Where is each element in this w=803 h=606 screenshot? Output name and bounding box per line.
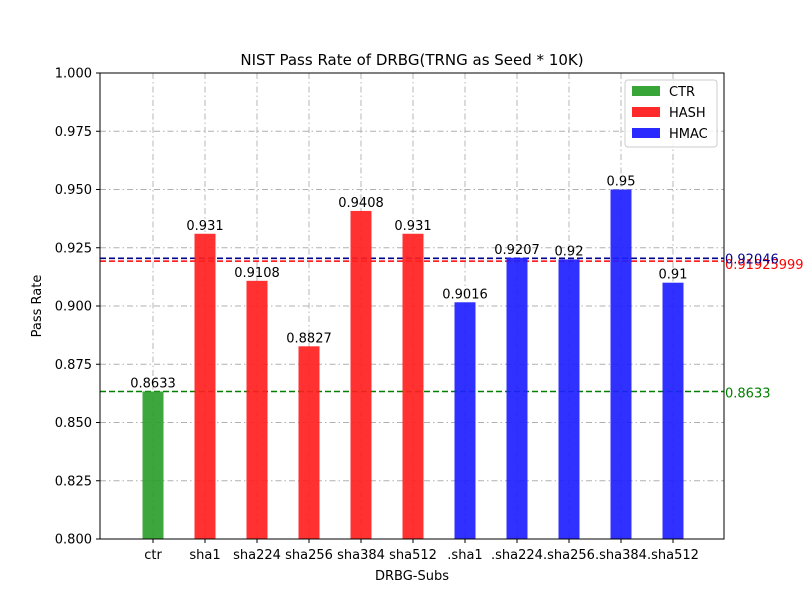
bar-value-label: 0.9207 <box>494 243 540 258</box>
x-axis-ticks: ctr sha1 sha224 sha256 sha384 sha512 .sha1 .sha… <box>144 539 699 563</box>
bar-hash-sha384 <box>350 210 372 539</box>
bar-value-label: 0.8827 <box>286 331 332 346</box>
reference-line-label: 0.92046 <box>725 252 779 267</box>
y-axis-label: Pass Rate <box>30 275 45 338</box>
bar-value-label: 0.91 <box>659 268 688 283</box>
x-tick-label: ctr <box>144 548 162 563</box>
x-tick-label: .sha224 <box>491 548 543 563</box>
x-tick-label: .sha256 <box>543 548 595 563</box>
legend-label-hash: HASH <box>669 106 706 121</box>
x-tick-label: .sha1 <box>447 548 482 563</box>
bar-hmac-h-sha512 <box>662 282 684 539</box>
bar-value-label: 0.931 <box>394 219 431 234</box>
y-tick-label: 1.000 <box>55 67 92 82</box>
y-tick-label: 0.975 <box>55 125 92 140</box>
x-axis-label: DRBG-Subs <box>375 569 449 584</box>
bar-value-label: 0.9016 <box>442 287 488 302</box>
x-tick-label: sha256 <box>285 548 333 563</box>
bar-hmac-h-sha224 <box>506 257 528 539</box>
y-axis-ticks: 0.800 0.825 0.850 0.875 0.900 0.925 0.950 0.975… <box>55 67 100 548</box>
y-tick-label: 0.875 <box>55 358 92 373</box>
legend-label-ctr: CTR <box>669 85 695 100</box>
chart-title: NIST Pass Rate of DRBG(TRNG as Seed * 10… <box>240 51 583 69</box>
x-tick-label: sha224 <box>233 548 281 563</box>
bar-hmac-h-sha256 <box>558 259 580 539</box>
bar-hmac-h-sha1 <box>454 302 476 539</box>
legend-swatch-ctr <box>632 86 660 96</box>
reference-line-label: 0.8633 <box>725 387 771 402</box>
bar-hash-sha1 <box>194 233 216 539</box>
y-tick-label: 0.950 <box>55 183 92 198</box>
bar-hmac-h-sha384 <box>610 189 632 539</box>
legend-swatch-hash <box>632 107 660 117</box>
bars <box>142 189 684 539</box>
bar-value-label: 0.9408 <box>338 196 384 211</box>
y-tick-label: 0.850 <box>55 416 92 431</box>
y-tick-label: 0.925 <box>55 241 92 256</box>
y-tick-label: 0.800 <box>55 533 92 548</box>
bar-hash-sha256 <box>298 346 320 539</box>
legend-swatch-hmac <box>632 128 660 138</box>
bar-value-label: 0.95 <box>607 175 636 190</box>
legend: CTR HASH HMAC <box>624 79 718 148</box>
x-tick-label: sha512 <box>389 548 437 563</box>
bar-value-label: 0.8633 <box>130 377 176 392</box>
x-tick-label: sha1 <box>189 548 220 563</box>
bar-ctr-ctr <box>142 391 164 539</box>
bar-hash-sha224 <box>246 280 268 539</box>
x-tick-label: .sha384 <box>595 548 647 563</box>
x-tick-label: .sha512 <box>647 548 699 563</box>
x-tick-label: sha384 <box>337 548 385 563</box>
bar-value-label: 0.92 <box>555 244 584 259</box>
bar-value-labels: 0.8633 0.931 0.9108 0.8827 0.9408 0.931 0.9016… <box>130 175 687 392</box>
bar-hash-sha512 <box>402 233 424 539</box>
bar-value-label: 0.931 <box>186 219 223 234</box>
y-tick-label: 0.900 <box>55 300 92 315</box>
reference-line-label: 0.91925999 <box>725 258 803 273</box>
y-tick-label: 0.825 <box>55 474 92 489</box>
legend-label-hmac: HMAC <box>669 127 708 142</box>
bar-value-label: 0.9108 <box>234 266 280 281</box>
